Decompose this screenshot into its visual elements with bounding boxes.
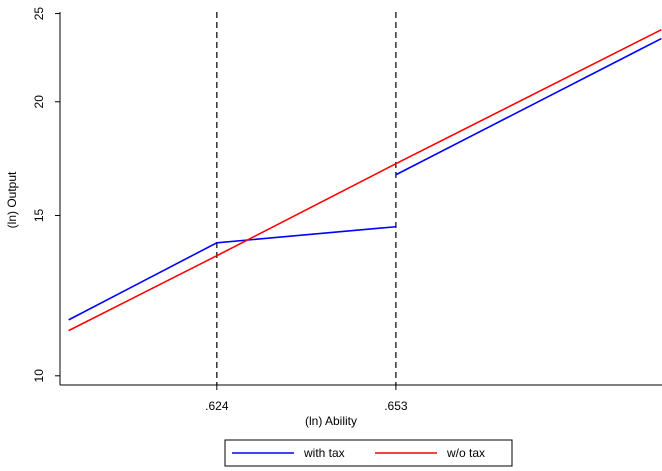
- y-tick-label: 20: [32, 95, 46, 109]
- series-line: [68, 29, 662, 332]
- legend-label: with tax: [303, 446, 345, 460]
- series-line: [68, 37, 662, 321]
- y-tick-label: 10: [32, 369, 46, 383]
- x-axis-label: (ln) Ability: [305, 414, 357, 428]
- y-tick-label: 25: [32, 7, 46, 21]
- x-tick-label: .653: [384, 399, 408, 413]
- x-tick-label: .624: [205, 399, 229, 413]
- legend-label: w/o tax: [446, 446, 485, 460]
- y-axis-label: (ln) Output: [5, 171, 19, 228]
- y-tick-label: 15: [32, 209, 46, 223]
